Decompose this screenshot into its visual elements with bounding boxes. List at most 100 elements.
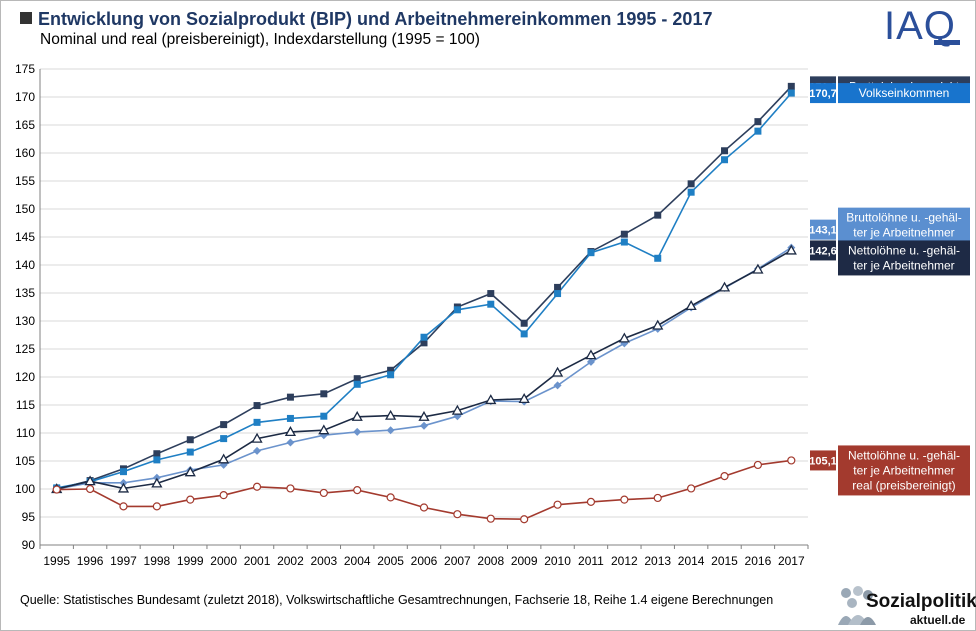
data-point	[685, 300, 697, 311]
x-tick-label: 2013	[644, 554, 671, 568]
data-point	[84, 475, 96, 486]
data-point	[420, 339, 428, 347]
sozialpolitik-logo: Sozialpolitik aktuell.de	[836, 583, 976, 627]
data-point	[387, 366, 395, 374]
series-name-label: ter je Arbeitnehmer	[853, 463, 954, 477]
series-lines	[56, 85, 792, 521]
data-point	[319, 488, 328, 498]
y-tick-label: 130	[15, 314, 35, 328]
series-name-label: Bruttolöhne u. -gehäl-	[846, 211, 961, 225]
data-point	[586, 357, 595, 366]
y-tick-label: 145	[15, 230, 35, 244]
series-value-box	[810, 219, 836, 240]
data-point	[585, 349, 597, 360]
data-point	[153, 456, 161, 464]
x-tick-label: 2017	[778, 554, 805, 568]
x-tick-label: 2002	[277, 554, 304, 568]
data-point	[618, 332, 630, 343]
people-icon	[838, 586, 876, 625]
y-tick-label: 170	[15, 90, 35, 104]
x-tick-label: 2015	[711, 554, 738, 568]
x-axis-ticks: 1995 1996 1997 1998 1999 2000 2001 2002 2003 2004…	[43, 554, 805, 568]
data-point	[520, 319, 528, 327]
data-point	[654, 211, 662, 219]
y-tick-label: 90	[22, 538, 36, 552]
series-name-label: Nettolöhne u. -gehäl-	[848, 243, 960, 257]
x-tick-label: 2003	[310, 554, 337, 568]
data-point	[152, 502, 161, 511]
y-tick-label: 165	[15, 118, 35, 132]
data-point	[520, 330, 528, 338]
data-point	[551, 366, 564, 377]
data-point	[418, 410, 430, 421]
data-point	[486, 514, 495, 523]
series-name-box	[838, 207, 970, 243]
chart-subtitle: Nominal und real (preisbereinigt), Index…	[40, 31, 480, 48]
y-tick-label: 105	[15, 454, 35, 468]
series-value-label: 170,7	[809, 88, 837, 100]
data-point	[220, 421, 228, 429]
data-point	[386, 493, 395, 502]
series-name-label: real (preisbereinigt)	[852, 478, 955, 492]
data-point	[251, 432, 263, 443]
aktuell-text: aktuell.de	[910, 613, 966, 627]
data-point	[553, 500, 562, 509]
y-axis-ticks: 90 95 100 105 110 115 120 125 130 135 140 145 150 155…	[15, 62, 35, 552]
data-point	[487, 290, 495, 298]
x-tick-label: 2006	[411, 554, 438, 568]
data-point	[151, 477, 163, 488]
data-point	[787, 456, 796, 465]
data-point	[119, 468, 127, 476]
y-tick-label: 140	[15, 258, 35, 272]
data-point	[419, 503, 429, 512]
x-tick-label: 1996	[77, 554, 104, 568]
data-point	[520, 515, 529, 524]
data-point	[186, 448, 194, 456]
y-tick-label: 160	[15, 146, 35, 160]
source-note: Quelle: Statistisches Bundesamt (zuletzt…	[20, 593, 774, 607]
data-point	[384, 409, 397, 420]
x-tick-label: 2001	[244, 554, 271, 568]
series-end-labels: 171,9Bruttoinlandsprodukt170,7Volkseinko…	[809, 76, 970, 496]
data-point	[253, 446, 262, 455]
data-point	[286, 438, 295, 447]
data-point	[52, 485, 61, 494]
grid-lines	[40, 68, 808, 518]
series-name-box	[838, 83, 970, 104]
series-name-label: ter je Arbeitnehmer	[853, 226, 954, 240]
data-point	[420, 421, 428, 430]
data-point	[353, 375, 361, 383]
chart-title-text: Entwicklung von Sozialprodukt (BIP) und …	[38, 9, 713, 29]
x-tick-label: 2014	[678, 554, 705, 568]
data-point	[420, 333, 428, 341]
y-tick-label: 135	[15, 286, 35, 300]
data-point	[253, 402, 261, 410]
data-point	[220, 435, 228, 443]
data-point	[318, 424, 330, 435]
x-tick-label: 2000	[210, 554, 237, 568]
series-line	[56, 249, 792, 490]
data-point	[286, 393, 294, 401]
x-tick-label: 2005	[377, 554, 404, 568]
x-tick-label: 1998	[144, 554, 171, 568]
series-value-box	[810, 83, 836, 104]
data-point	[219, 491, 228, 500]
x-tick-label: 2016	[745, 554, 772, 568]
data-point	[453, 306, 461, 314]
data-point	[687, 188, 695, 196]
y-tick-label: 125	[15, 342, 35, 356]
data-point	[387, 371, 395, 379]
x-tick-label: 1999	[177, 554, 204, 568]
data-point	[785, 244, 797, 255]
y-tick-label: 115	[16, 398, 35, 412]
data-point	[752, 263, 764, 274]
data-point	[620, 230, 628, 238]
series-name-label: Volkseinkommen	[859, 86, 950, 100]
series-name-label: ter je Arbeitnehmer	[853, 258, 954, 272]
series-value-label: 143,1	[809, 225, 837, 237]
series-markers	[51, 82, 797, 524]
x-tick-label: 2007	[444, 554, 471, 568]
data-point	[353, 486, 362, 495]
data-point	[787, 89, 795, 97]
